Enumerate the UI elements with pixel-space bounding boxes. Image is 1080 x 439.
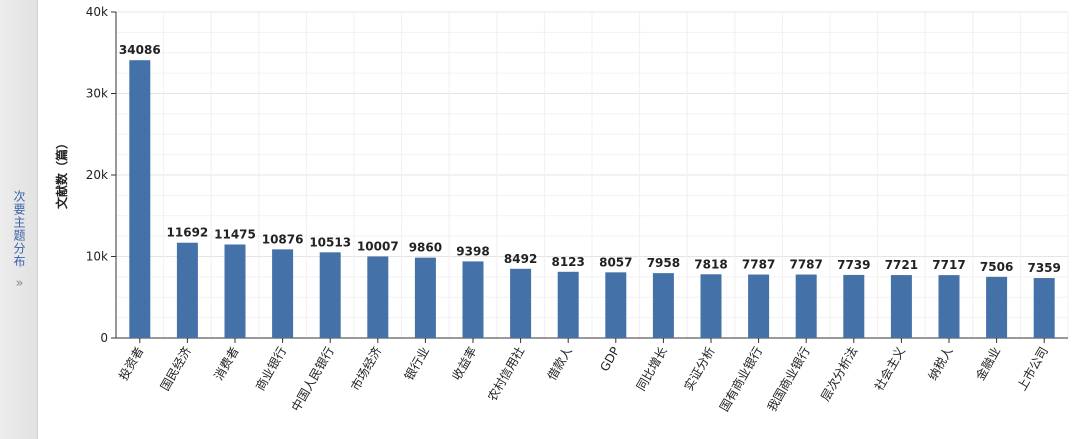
double-chevron-right-icon: » xyxy=(15,276,24,291)
y-tick-label: 20k xyxy=(86,168,108,182)
bar-value-label: 7787 xyxy=(742,258,775,272)
x-tick-label: 纳税人 xyxy=(925,345,955,383)
y-axis-title: 文献数（篇） xyxy=(54,137,69,209)
bar-value-label: 10007 xyxy=(357,239,399,253)
bar[interactable] xyxy=(748,274,770,338)
bar-value-label: 11475 xyxy=(214,227,256,241)
bar[interactable] xyxy=(557,271,579,338)
bar[interactable] xyxy=(986,276,1008,338)
bar[interactable] xyxy=(319,252,341,338)
x-tick-label: 国民经济 xyxy=(157,344,194,393)
bar-value-label: 34086 xyxy=(119,43,161,57)
y-tick-label: 30k xyxy=(86,87,108,101)
bar-value-label: 7506 xyxy=(980,260,1013,274)
side-panel-label: 次要主题分布 xyxy=(12,190,26,268)
chart-area: 0 10k 20k 30k 40k 34086 投资者 11692 国民经济 11475 消费者 1… xyxy=(38,0,1080,439)
x-tick-label: 层次分析法 xyxy=(818,345,860,404)
bar-value-label: 7958 xyxy=(647,256,680,270)
bar-value-label: 7818 xyxy=(694,257,727,271)
bar-chart: 0 10k 20k 30k 40k 34086 投资者 11692 国民经济 11475 消费者 1… xyxy=(54,5,1069,414)
bar-value-label: 10876 xyxy=(262,232,304,246)
x-tick-label: 金融业 xyxy=(972,344,1003,383)
bar-value-label: 10513 xyxy=(309,235,351,249)
bar[interactable] xyxy=(605,272,627,338)
bar-layer xyxy=(129,60,1055,339)
bar-value-label: 11692 xyxy=(167,226,209,240)
y-tick-label: 40k xyxy=(86,5,108,19)
bar[interactable] xyxy=(176,242,198,338)
label-layer: 34086 投资者 11692 国民经济 11475 消费者 10876 商业银行 10513 中… xyxy=(115,43,1061,414)
bar[interactable] xyxy=(367,256,389,338)
bar[interactable] xyxy=(938,275,960,338)
x-tick-label: 农村信用社 xyxy=(484,344,527,403)
bar[interactable] xyxy=(272,249,294,338)
x-tick-label: 我国商业银行 xyxy=(764,344,813,414)
side-panel-toggle[interactable]: 次要主题分布 » xyxy=(0,0,38,439)
bar[interactable] xyxy=(1033,278,1055,338)
bar[interactable] xyxy=(890,275,912,338)
x-tick-label: 消费者 xyxy=(211,345,241,383)
grid-layer xyxy=(115,11,1069,339)
x-tick-label: 投资者 xyxy=(115,344,146,383)
bar[interactable] xyxy=(414,257,436,338)
bar[interactable] xyxy=(652,273,674,338)
x-tick-label: 同比增长 xyxy=(634,345,670,394)
bar-value-label: 7717 xyxy=(932,258,965,272)
x-tick-label: 国有商业银行 xyxy=(716,344,765,414)
bar-value-label: 7739 xyxy=(837,258,870,272)
x-tick-label: 上市公司 xyxy=(1014,344,1051,393)
bar[interactable] xyxy=(795,274,817,338)
bar-value-label: 7787 xyxy=(789,258,822,272)
bar[interactable] xyxy=(224,244,246,338)
y-tick-label: 10k xyxy=(86,250,108,264)
bar-value-label: 8123 xyxy=(551,255,584,269)
bar-value-label: 7359 xyxy=(1027,261,1060,275)
x-tick-label: 商业银行 xyxy=(252,344,289,393)
x-tick-label: 收益率 xyxy=(449,344,480,383)
x-tick-label: 市场经济 xyxy=(347,344,384,393)
bar-value-label: 8057 xyxy=(599,255,632,269)
x-tick-label: 社会主义 xyxy=(871,344,908,393)
x-tick-label: GDP xyxy=(597,345,622,374)
x-tick-label: 借款人 xyxy=(545,345,575,383)
y-tick-label: 0 xyxy=(100,331,108,345)
bar-value-label: 9398 xyxy=(456,244,489,258)
bar-value-label: 8492 xyxy=(504,252,537,266)
x-tick-label: 实证分析 xyxy=(681,344,718,393)
bar[interactable] xyxy=(843,274,865,338)
bar[interactable] xyxy=(462,261,484,338)
x-tick-label: 银行业 xyxy=(402,345,432,383)
bar[interactable] xyxy=(510,268,532,338)
x-tick-label: 中国人民银行 xyxy=(288,344,337,414)
bar[interactable] xyxy=(700,274,722,338)
bar[interactable] xyxy=(129,60,151,339)
bar-value-label: 7721 xyxy=(885,258,918,272)
bar-value-label: 9860 xyxy=(409,241,442,255)
